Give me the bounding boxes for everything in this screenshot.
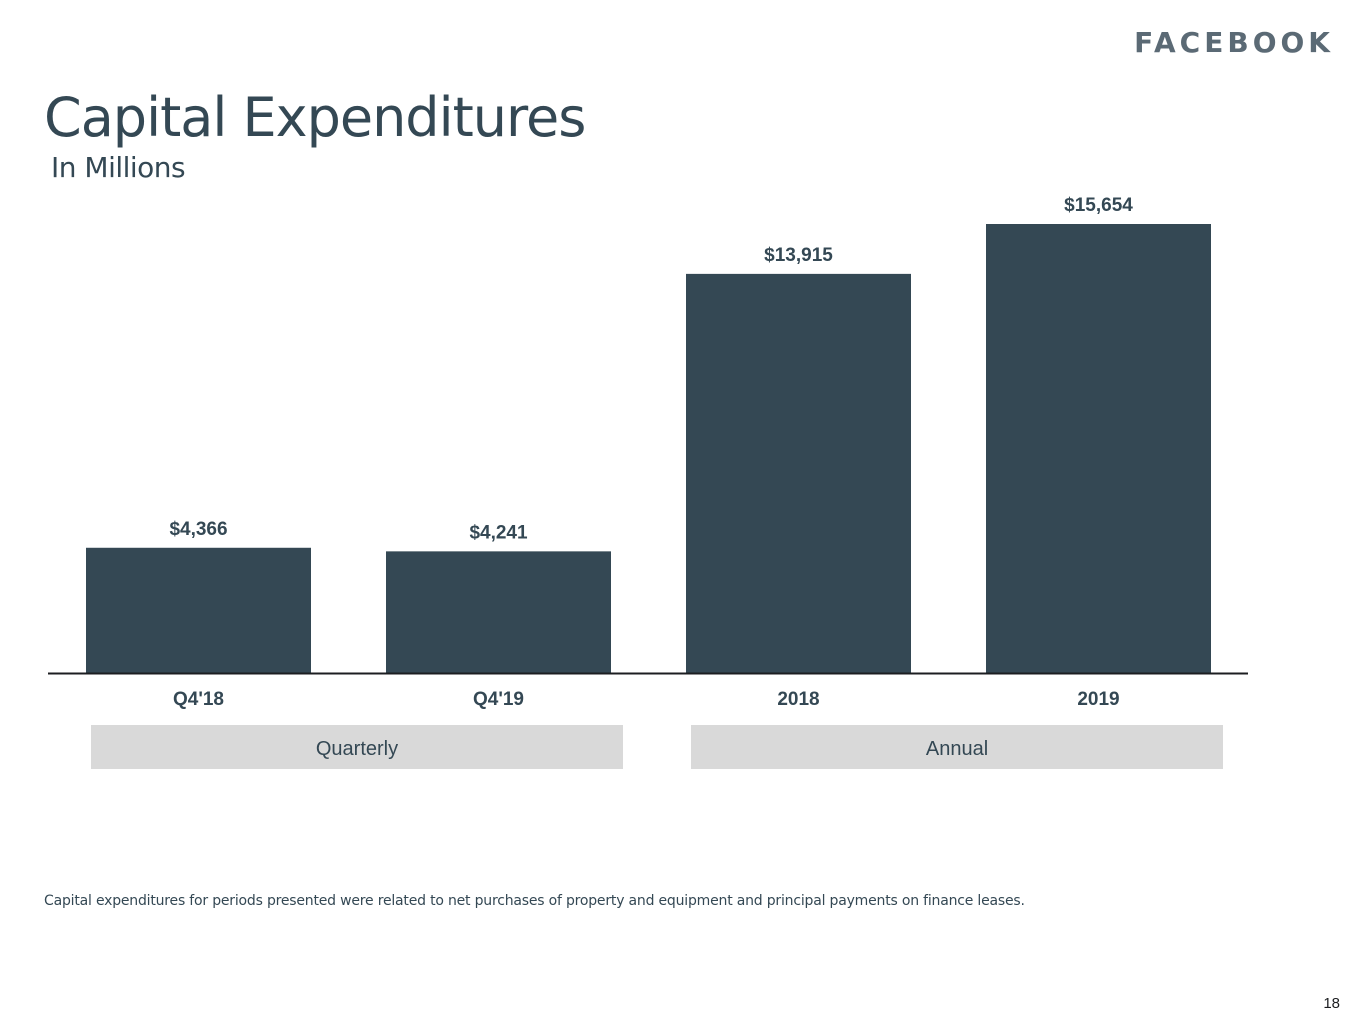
group-boxes: Quarterly Annual [91,725,1223,769]
facebook-logo: FACEBOOK [1134,26,1334,59]
group-label-quarterly: Quarterly [316,738,398,760]
page-title: Capital Expenditures [44,86,586,149]
value-labels: $4,366 $4,241 $13,915 $15,654 [169,195,1133,543]
page-number: 18 [1323,995,1340,1012]
bar-2018 [686,273,911,673]
group-box-annual [691,725,1223,769]
category-label-q4-19: Q4'19 [473,689,524,710]
bars [86,224,1211,673]
bar-q4-19 [386,551,611,673]
category-label-2018: 2018 [777,689,819,710]
category-label-q4-18: Q4'18 [173,689,224,710]
bar-2019 [986,224,1211,673]
capex-bar-chart: Quarterly Annual $4,366 $4,241 $13,915 $15,6… [48,195,1248,769]
page-subtitle: In Millions [51,151,186,184]
value-label-2019: $15,654 [1064,195,1133,216]
group-label-annual: Annual [926,738,988,760]
bar-q4-18 [86,547,311,673]
value-label-2018: $13,915 [764,245,833,266]
category-labels: Q4'18 Q4'19 2018 2019 [173,689,1120,710]
value-label-q4-18: $4,366 [169,519,227,540]
category-label-2019: 2019 [1077,689,1119,710]
group-box-quarterly [91,725,623,769]
value-label-q4-19: $4,241 [469,522,528,543]
footnote: Capital expenditures for periods present… [44,893,1025,909]
